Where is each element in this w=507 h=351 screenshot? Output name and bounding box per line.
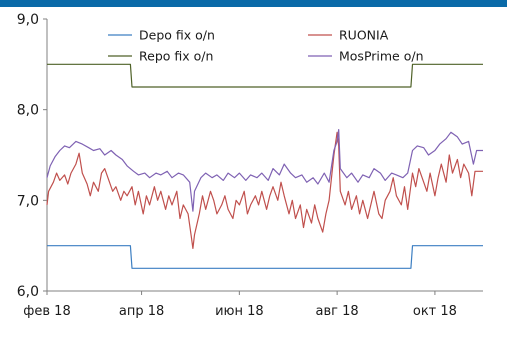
x-tick-label: окт 18 bbox=[413, 304, 457, 319]
y-tick-label: 7,0 bbox=[17, 193, 39, 209]
legend-label: Repo fix o/n bbox=[139, 49, 213, 64]
series-line-depo-fix-o-n bbox=[47, 245, 483, 269]
y-tick-label: 8,0 bbox=[17, 103, 39, 119]
series-line-repo-fix-o-n bbox=[47, 63, 483, 88]
x-tick-label: авг 18 bbox=[316, 304, 359, 319]
x-tick-label: апр 18 bbox=[119, 304, 164, 319]
legend-label: MosPrime o/n bbox=[339, 49, 424, 64]
series-lines bbox=[46, 63, 483, 269]
x-tick-label: фев 18 bbox=[23, 304, 70, 319]
x-tick-label: июн 18 bbox=[215, 304, 264, 319]
legend-label: RUONIA bbox=[339, 28, 389, 43]
y-tick-label: 6,0 bbox=[17, 284, 39, 300]
y-tick-label: 9,0 bbox=[17, 12, 39, 28]
axes: 6,0 7,0 8,0 9,0 фев 18 апр 18 июн 18 авг 18 окт … bbox=[17, 12, 483, 319]
legend: Depo fix o/n RUONIA Repo fix o/n MosPrime o… bbox=[108, 28, 424, 64]
series-line-ruonia bbox=[46, 131, 483, 249]
header-bar bbox=[0, 0, 507, 7]
legend-label: Depo fix o/n bbox=[139, 28, 215, 43]
series-line-mosprime-o-n bbox=[46, 129, 483, 212]
